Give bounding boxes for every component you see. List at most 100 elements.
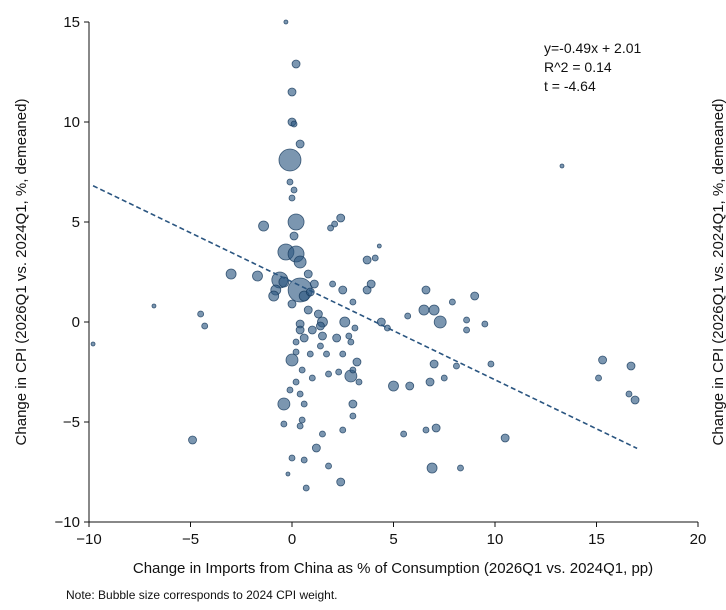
y-axis-label-right: Change in CPI (2026Q1 vs. 2024Q1, %, dem… xyxy=(710,99,726,446)
bubble-point xyxy=(268,290,280,302)
bubble-point xyxy=(422,426,430,434)
bubble-point xyxy=(559,163,565,169)
bubble-point xyxy=(290,186,298,194)
bubble-point xyxy=(405,381,415,391)
bubble-point xyxy=(463,326,470,334)
bubble-point xyxy=(307,325,317,335)
bubble-point xyxy=(292,378,300,386)
bubble-point xyxy=(308,374,316,382)
bubble-point xyxy=(352,357,362,367)
bubble-point xyxy=(500,433,510,443)
y-tick-label: 10 xyxy=(63,114,80,131)
regression-equation: y=-0.49x + 2.01 xyxy=(544,40,642,56)
bubble-point xyxy=(325,462,332,470)
bubble-point xyxy=(323,350,330,358)
bubble-point xyxy=(339,426,347,434)
y-tick-label: 0 xyxy=(72,314,80,331)
bubble-point xyxy=(201,322,209,330)
bubble-point xyxy=(287,299,297,309)
bubble-point xyxy=(295,325,305,335)
bubble-point xyxy=(481,320,489,328)
bubble-point xyxy=(325,370,332,378)
y-ticks: −10 −5 0 5 10 15 xyxy=(55,14,89,531)
bubble-point xyxy=(421,285,431,295)
bubble-point xyxy=(287,87,297,97)
bubble-point xyxy=(338,285,348,295)
x-tick-label: 20 xyxy=(690,531,707,548)
bubble-point xyxy=(487,360,495,368)
bubble-point xyxy=(335,368,343,376)
y-tick-label: 5 xyxy=(72,214,80,231)
bubble-point xyxy=(285,471,291,477)
chart-note: Note: Bubble size corresponds to 2024 CP… xyxy=(66,588,338,602)
bubble-point xyxy=(431,423,441,433)
bubble-point xyxy=(433,315,447,329)
bubble-point xyxy=(349,412,357,420)
bubble-point xyxy=(298,416,306,424)
bubble-point xyxy=(595,374,602,382)
bubble-point xyxy=(289,231,299,241)
bubble-point xyxy=(351,324,359,332)
bubble-point xyxy=(303,269,313,279)
x-tick-label: 10 xyxy=(487,531,504,548)
bubble-point xyxy=(188,435,197,445)
bubble-point xyxy=(258,220,269,232)
bubble-point xyxy=(300,400,308,408)
bubble-point xyxy=(429,359,439,369)
x-ticks: −10 −5 0 5 10 15 20 xyxy=(76,522,706,548)
bubble-point xyxy=(306,350,314,358)
bubble-point xyxy=(362,255,372,265)
x-tick-label: −5 xyxy=(182,531,199,548)
bubble-point xyxy=(293,255,307,269)
bubble-point xyxy=(371,254,379,262)
bubble-point xyxy=(280,420,288,428)
bubble-point xyxy=(339,350,347,358)
bubble-point xyxy=(286,178,294,186)
bubble-point xyxy=(317,342,324,350)
x-tick-label: 15 xyxy=(588,531,605,548)
bubbles xyxy=(90,19,640,492)
fit-line xyxy=(92,185,638,450)
bubble-point xyxy=(362,285,372,295)
bubble-point xyxy=(339,316,351,328)
bubble-point xyxy=(285,353,299,367)
bubble-point xyxy=(349,298,357,306)
bubble-point xyxy=(278,148,302,172)
bubble-point xyxy=(311,443,321,453)
bubble-point xyxy=(286,386,294,394)
bubble-point xyxy=(440,374,448,382)
bubble-point xyxy=(448,298,456,306)
bubble-point xyxy=(376,243,382,249)
bubble-point xyxy=(309,279,319,289)
bubble-point xyxy=(292,348,300,356)
bubble-point xyxy=(197,310,205,318)
bubble-point xyxy=(463,316,470,324)
bubble-point xyxy=(336,213,346,223)
bubble-point xyxy=(418,304,430,316)
bubble-point xyxy=(349,366,357,374)
bubble-point xyxy=(366,279,376,289)
bubble-point xyxy=(299,333,309,343)
bubble-point xyxy=(90,341,96,347)
bubble-point xyxy=(426,462,438,474)
bubble-point xyxy=(598,355,607,365)
bubble-point xyxy=(291,59,301,69)
bubble-point xyxy=(303,305,313,315)
bubble-point xyxy=(300,456,308,464)
bubble-point xyxy=(630,395,640,405)
bubble-point xyxy=(151,303,157,309)
bubble-point xyxy=(296,422,304,430)
y-tick-label: −5 xyxy=(63,414,80,431)
y-axis-label: Change in CPI (2026Q1 vs. 2024Q1, %, dem… xyxy=(13,99,30,446)
regression-t-stat: t = -4.64 xyxy=(544,78,596,94)
bubble-point xyxy=(283,19,289,25)
bubble-point xyxy=(318,331,327,341)
bubble-point xyxy=(331,220,339,228)
x-tick-label: −10 xyxy=(76,531,101,548)
bubble-point xyxy=(332,333,342,343)
bubble-point xyxy=(288,454,296,462)
bubble-point xyxy=(428,304,440,316)
bubble-point xyxy=(302,484,310,492)
bubble-point xyxy=(347,338,355,346)
